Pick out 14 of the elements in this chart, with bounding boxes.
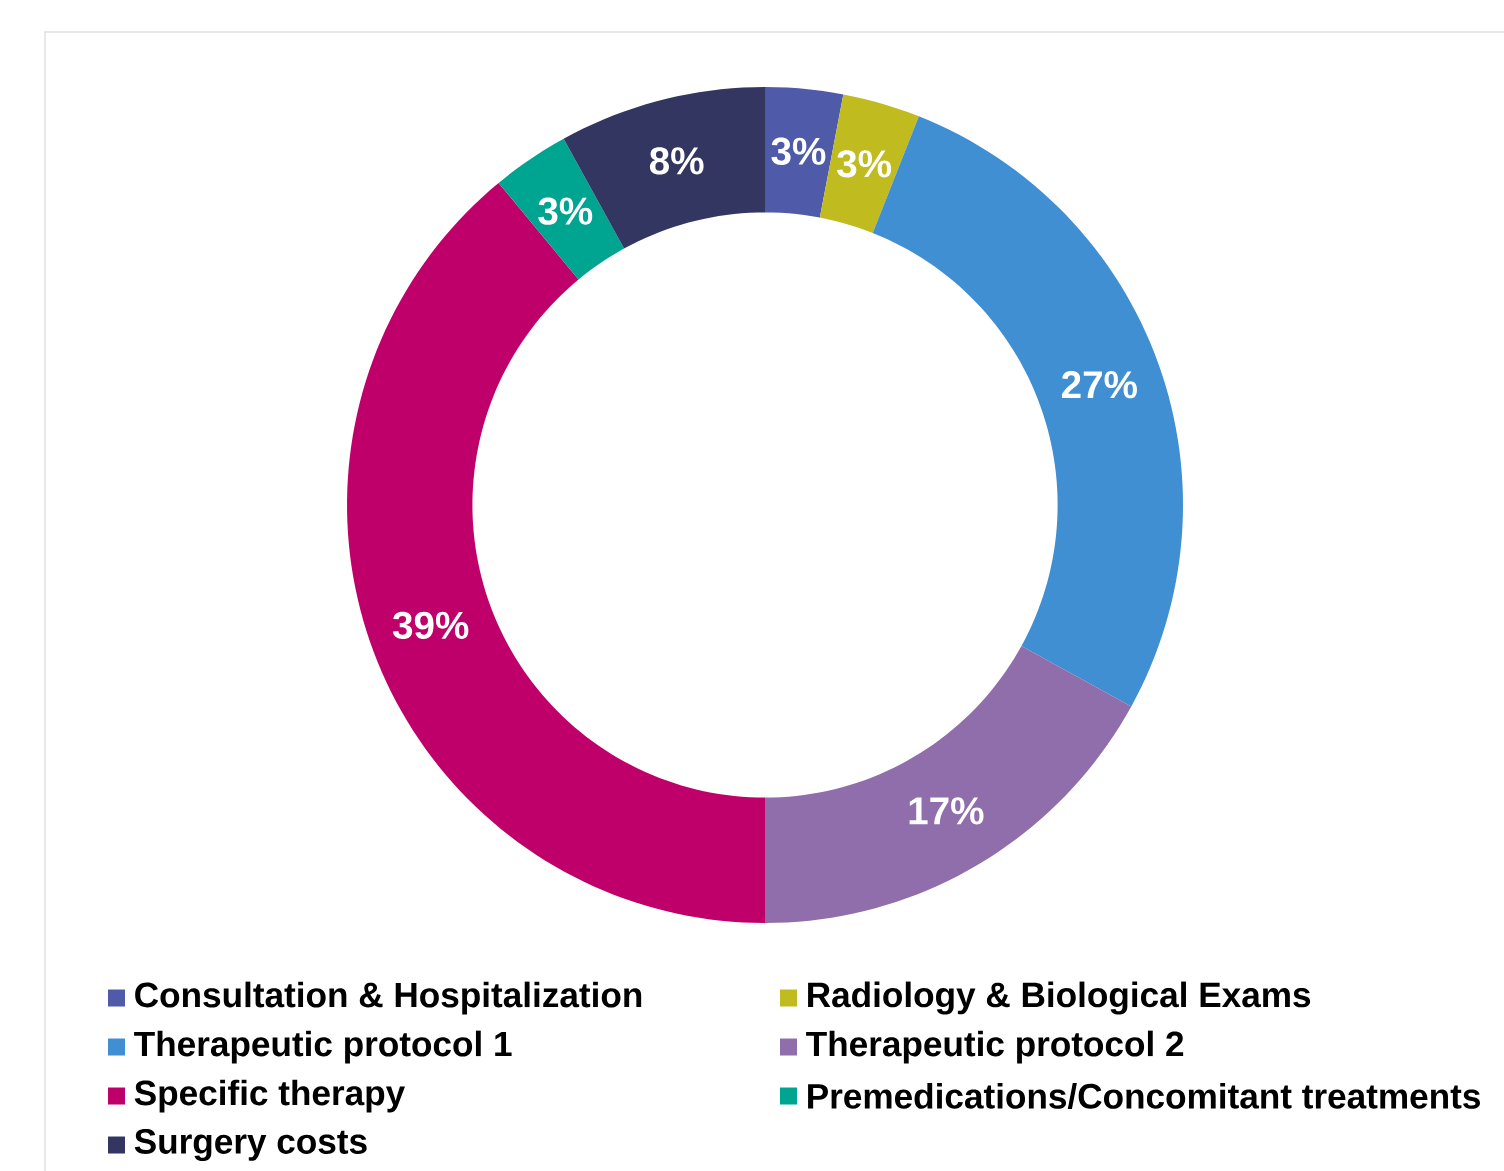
legend-label: Surgery costs — [134, 1129, 367, 1161]
legend-label: Therapeutic protocol 2 — [806, 1030, 1184, 1064]
data-label: 27% — [1061, 371, 1137, 399]
legend-label: Premedications/Concomitant treatments — [808, 1082, 1480, 1110]
data-label: 3% — [837, 150, 892, 178]
data-label: 39% — [392, 611, 469, 640]
legend-label: Consultation & Hospitalization — [135, 981, 642, 1015]
legend-label: Therapeutic protocol 1 — [134, 1030, 512, 1064]
data-label: 8% — [649, 147, 704, 175]
legend-label: Radiology & Biological Exams — [808, 981, 1311, 1015]
data-label: 17% — [909, 797, 984, 825]
legend-label: Specific therapy — [134, 1079, 405, 1113]
data-label: 3% — [771, 137, 826, 166]
data-label: 3% — [538, 197, 593, 225]
